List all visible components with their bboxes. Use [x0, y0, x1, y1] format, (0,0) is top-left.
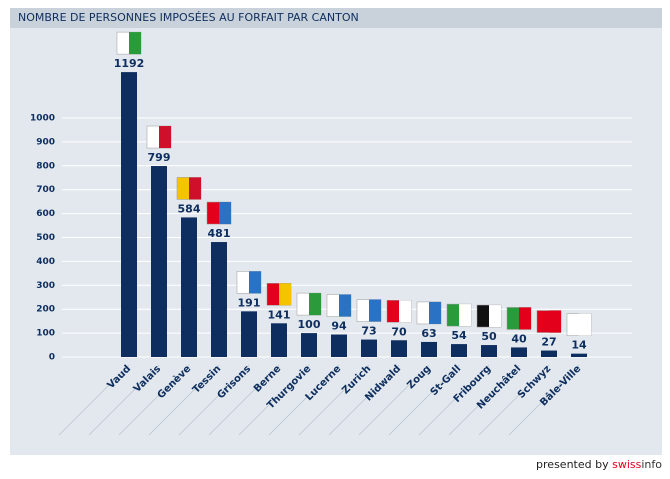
- y-tick-label: 0: [49, 353, 55, 363]
- value-label: 191: [238, 296, 261, 309]
- flag: [519, 307, 531, 330]
- panel: [10, 8, 662, 455]
- title-bar: [10, 8, 662, 28]
- flag: [489, 305, 501, 328]
- bar: [511, 347, 527, 357]
- value-label: 70: [391, 325, 407, 338]
- bar: [181, 217, 197, 357]
- flag: [249, 271, 261, 294]
- bar: [451, 344, 467, 357]
- value-label: 14: [571, 339, 587, 352]
- value-label: 94: [331, 320, 347, 333]
- axis-guide: [448, 364, 520, 436]
- y-tick-label: 800: [36, 161, 55, 171]
- value-label: 100: [298, 318, 321, 331]
- axis-guide: [178, 364, 250, 436]
- y-tick-label: 400: [36, 257, 55, 267]
- bar: [301, 333, 317, 357]
- axis-guide: [238, 364, 310, 436]
- footer-brand: swiss: [612, 458, 642, 471]
- y-tick-label: 200: [36, 305, 55, 315]
- y-tick-label: 300: [36, 281, 55, 291]
- y-tick-label: 100: [36, 329, 55, 339]
- axis-guide: [118, 364, 190, 436]
- y-tick-label: 700: [36, 185, 55, 195]
- value-label: 584: [178, 202, 201, 215]
- value-label: 40: [511, 332, 527, 345]
- bar: [211, 242, 227, 357]
- axis-guide: [388, 364, 460, 436]
- bar: [541, 350, 557, 357]
- chart-title: NOMBRE DE PERSONNES IMPOSÉES AU FORFAIT …: [18, 11, 359, 24]
- value-label: 63: [421, 327, 436, 340]
- flag: [549, 310, 561, 333]
- bar: [391, 340, 407, 357]
- bar: [271, 323, 287, 357]
- flag: [279, 283, 291, 306]
- axis-guide: [508, 364, 580, 436]
- flag: [459, 304, 471, 327]
- bar: [421, 341, 437, 357]
- axis-guide: [358, 364, 430, 436]
- y-tick-label: 900: [36, 137, 55, 147]
- flag: [579, 313, 591, 336]
- value-label: 799: [148, 151, 171, 164]
- axis-guide: [328, 364, 400, 436]
- bar: [151, 166, 167, 357]
- axis-guide: [478, 364, 550, 436]
- flag: [339, 294, 351, 317]
- flag: [429, 301, 441, 324]
- footer-brand: info: [641, 458, 662, 471]
- y-tick-label: 500: [36, 233, 55, 243]
- bar: [331, 334, 347, 357]
- value-label: 54: [451, 329, 467, 342]
- flag: [159, 126, 171, 149]
- flag: [129, 32, 141, 55]
- axis-guide: [418, 364, 490, 436]
- footer-prefix: presented by: [536, 458, 612, 471]
- footer: presented by swissinfo: [536, 458, 662, 471]
- bar: [571, 353, 587, 357]
- flag: [219, 202, 231, 225]
- value-label: 1192: [114, 57, 145, 70]
- value-label: 141: [268, 308, 291, 321]
- axis-guide: [58, 364, 130, 436]
- flag: [399, 300, 411, 323]
- bar: [481, 345, 497, 357]
- axis-guide: [298, 364, 370, 436]
- y-tick-label: 1000: [30, 114, 55, 124]
- flag: [309, 293, 321, 316]
- flag: [189, 177, 201, 200]
- bar: [121, 72, 137, 357]
- bar: [361, 339, 377, 357]
- value-label: 73: [361, 325, 376, 338]
- axis-guide: [208, 364, 280, 436]
- value-label: 481: [208, 227, 231, 240]
- value-label: 50: [481, 330, 497, 343]
- bar: [241, 311, 257, 357]
- axis-guide: [268, 364, 340, 436]
- flag: [369, 299, 381, 322]
- axis-guide: [88, 364, 160, 436]
- axis-guide: [148, 364, 220, 436]
- value-label: 27: [541, 336, 556, 349]
- y-tick-label: 600: [36, 209, 55, 219]
